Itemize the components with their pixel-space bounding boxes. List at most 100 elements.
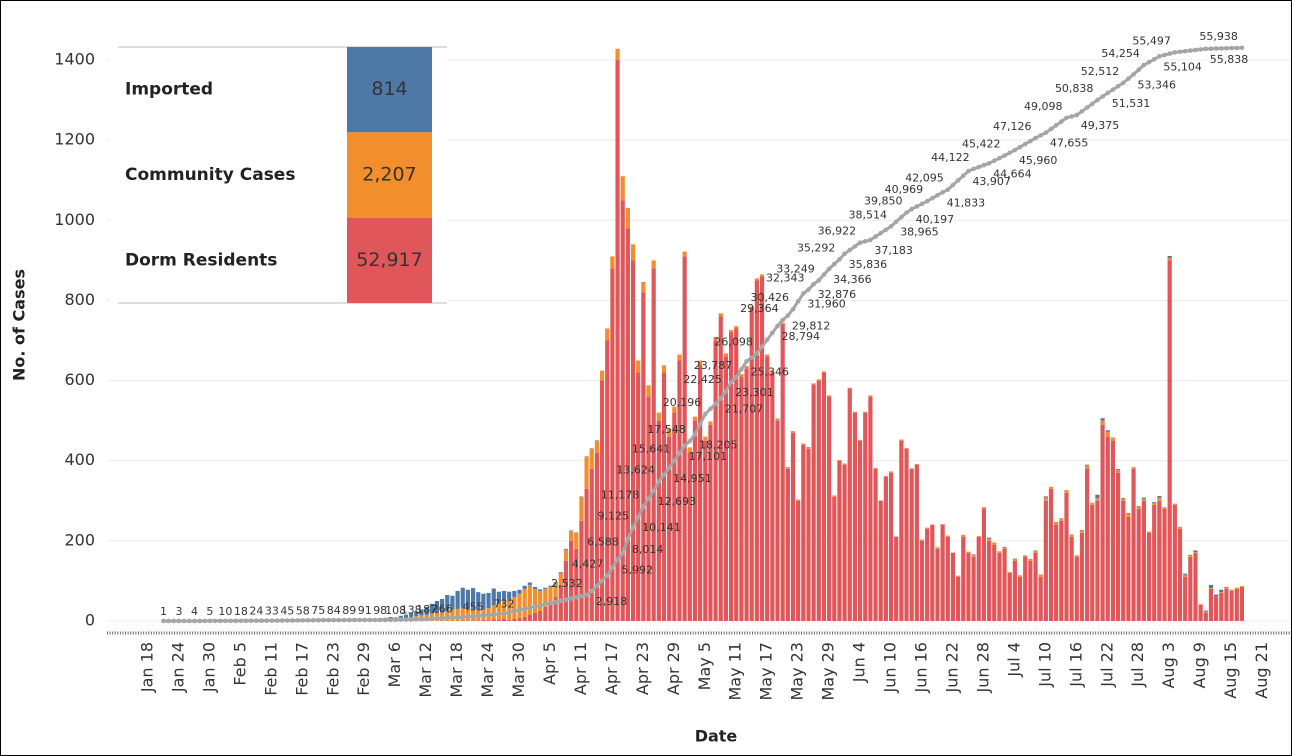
line-value-label: 44,664: [993, 167, 1032, 180]
line-point: [543, 601, 548, 607]
bar: [956, 576, 961, 621]
line-point: [372, 617, 378, 623]
bar: [909, 468, 914, 621]
bar: [992, 544, 997, 621]
line-point: [904, 210, 909, 215]
line-point: [780, 317, 785, 323]
bar: [1110, 440, 1116, 621]
x-tick-label: Feb 29: [354, 642, 373, 696]
bar: [512, 618, 517, 621]
bar: [548, 585, 553, 587]
line-value-label: 49,098: [1024, 100, 1063, 113]
bar: [1239, 586, 1245, 621]
bar: [765, 356, 770, 621]
bar: [501, 590, 507, 601]
bar: [1224, 586, 1229, 588]
bar: [1069, 534, 1074, 537]
bar: [605, 328, 610, 341]
line-point: [661, 472, 667, 477]
bar: [935, 547, 940, 549]
bars: [171, 48, 1245, 621]
bar: [1136, 508, 1141, 621]
line-value-label: 40,969: [885, 183, 924, 196]
bar: [1167, 255, 1172, 258]
line-point: [930, 195, 935, 201]
bar: [1141, 500, 1146, 621]
bar: [883, 475, 888, 477]
bar: [491, 588, 496, 606]
line-point: [852, 244, 858, 249]
line-point: [625, 536, 631, 542]
bar: [491, 619, 496, 621]
bar: [450, 595, 455, 610]
line-point: [553, 599, 558, 605]
line-point: [274, 618, 280, 623]
line-point: [868, 237, 873, 243]
bar: [1229, 590, 1234, 591]
bar: [543, 587, 548, 589]
line-point: [831, 261, 837, 267]
line-point: [248, 618, 254, 624]
line-value-label: 21,707: [725, 403, 764, 416]
line-point: [790, 306, 796, 312]
bar: [656, 420, 661, 621]
line-point: [1033, 135, 1038, 141]
bar: [759, 276, 765, 621]
y-tick-label: 1400: [54, 50, 95, 69]
line-point: [651, 488, 656, 494]
bar: [594, 452, 600, 621]
bar: [486, 592, 491, 609]
line-point: [217, 618, 223, 624]
bar: [620, 176, 625, 201]
bar: [692, 420, 698, 621]
bar: [976, 536, 981, 537]
line-point: [197, 618, 202, 624]
x-tick-label: Aug 9: [1190, 642, 1209, 689]
bar: [558, 572, 563, 585]
bar: [569, 540, 574, 621]
line-point: [615, 557, 620, 562]
legend-label: Community Cases: [125, 165, 295, 185]
bar: [522, 616, 527, 621]
bar: [708, 424, 713, 621]
x-tick-label: Jul 4: [1004, 642, 1023, 678]
bar: [723, 356, 729, 621]
line-point: [506, 610, 512, 615]
bar: [1007, 572, 1012, 621]
bar: [1177, 527, 1183, 529]
bar: [785, 468, 790, 621]
line-point: [837, 257, 842, 262]
line-value-label: 266: [432, 602, 453, 615]
bar: [507, 591, 512, 600]
line-point: [1177, 49, 1183, 55]
line-value-label: 45: [280, 605, 294, 618]
bar: [1095, 500, 1100, 621]
bar: [1208, 584, 1214, 589]
line-point: [212, 618, 218, 624]
line-point: [176, 618, 182, 624]
bar: [1105, 431, 1110, 437]
bar: [465, 589, 471, 609]
line-point: [305, 618, 311, 623]
line-point: [517, 607, 522, 613]
y-tick-label: 200: [64, 530, 95, 549]
line-point: [718, 396, 724, 401]
line-value-label: 1: [160, 605, 167, 618]
line-value-label: 17,548: [647, 423, 686, 436]
y-tick-label: 800: [64, 290, 95, 309]
bar: [1012, 560, 1017, 621]
line-value-label: 52,512: [1081, 65, 1120, 78]
line-point: [1188, 48, 1193, 53]
line-point: [1182, 48, 1188, 54]
line-value-label: 75: [311, 604, 325, 617]
bar: [888, 471, 894, 473]
bar: [796, 499, 801, 501]
bar: [646, 385, 651, 397]
line-value-label: 17,101: [689, 450, 728, 463]
bar: [1121, 497, 1126, 499]
line-point: [285, 618, 290, 623]
bar: [1224, 587, 1229, 589]
bar: [997, 551, 1002, 553]
line-point: [826, 266, 832, 272]
line-point: [192, 618, 197, 624]
